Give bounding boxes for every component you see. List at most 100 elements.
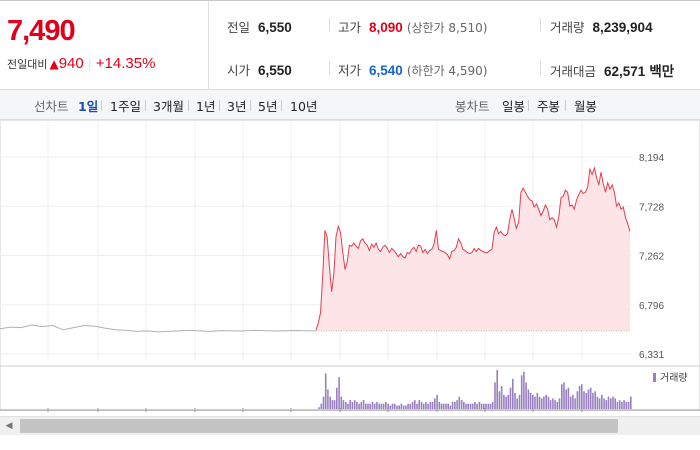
high-price: 고가 8,090 (상한가 8,510) <box>338 20 488 35</box>
quote-panel: 7,490 전일대비 ▲940 | +14.35% 전일 6,550 시가 6,550 고… <box>0 0 700 90</box>
volume-bar <box>480 403 483 409</box>
volume-bar <box>398 405 400 409</box>
volume-bar <box>338 377 340 409</box>
volume-bar <box>489 403 492 409</box>
tab-monthly[interactable]: 월봉 <box>574 99 598 114</box>
volume-bar <box>587 389 590 409</box>
volume-bar <box>442 403 445 409</box>
volume-bar <box>460 400 463 409</box>
volume-bar <box>494 382 496 409</box>
line-chart-label: 선차트 <box>34 99 69 114</box>
tab-10y[interactable]: 10년 <box>290 99 318 114</box>
volume-bar <box>414 400 416 409</box>
prev-day-line <box>0 324 317 333</box>
volume-bar <box>605 400 608 409</box>
volume-bar <box>614 398 616 409</box>
volume-bar <box>532 394 534 409</box>
volume-bar <box>418 400 420 409</box>
tab-daily[interactable]: 일봉 <box>502 99 526 114</box>
volume-bar <box>520 375 523 409</box>
volume-bar <box>353 400 356 409</box>
tab-3m[interactable]: 3개월 <box>153 99 184 114</box>
volume-bar <box>389 405 392 409</box>
volume-bar <box>558 398 561 409</box>
volume-bar <box>400 403 403 409</box>
volume-bar <box>496 370 498 409</box>
change-label: 전일대비 <box>7 58 48 71</box>
volume-bar <box>487 403 490 409</box>
volume-bar <box>618 400 621 409</box>
volume-bar <box>552 398 554 409</box>
volume-bar <box>512 378 514 409</box>
price-area-fill <box>316 168 630 331</box>
volume-bar <box>543 396 545 409</box>
tab-3y[interactable]: 3년 <box>227 99 247 114</box>
volume-bar <box>436 394 438 409</box>
volume-bar <box>607 396 610 409</box>
volume-bar <box>507 394 510 409</box>
volume-bar <box>518 394 521 409</box>
price-chart: 8,194 7,728 7,262 6,796 6,331 거래량 <box>0 120 700 450</box>
volume-bar <box>601 394 603 409</box>
volume-bar <box>563 382 565 409</box>
volume: 거래량 8,239,904 <box>550 20 653 35</box>
y-tick-label: 7,728 <box>639 202 664 213</box>
tab-1w[interactable]: 1주일 <box>110 99 141 114</box>
volume-bar <box>592 393 594 409</box>
price-line <box>315 166 631 330</box>
volume-bar <box>351 401 354 409</box>
volume-bar <box>623 400 625 409</box>
tab-weekly[interactable]: 주봉 <box>537 99 561 114</box>
volume-bar <box>429 401 432 409</box>
low-price: 저가 6,540 (하한가 4,590) <box>338 63 488 78</box>
tab-1y[interactable]: 1년 <box>196 99 216 114</box>
lower-limit: (하한가 4,590) <box>406 64 488 78</box>
volume-bar <box>396 405 398 409</box>
volume-bar <box>407 403 409 409</box>
volume-bar <box>324 373 327 409</box>
volume-bar <box>380 403 383 409</box>
volume-bar <box>393 403 396 409</box>
scroll-left-icon[interactable]: ◀ <box>5 421 13 431</box>
scroll-thumb[interactable] <box>20 419 618 433</box>
prev-close: 전일 6,550 <box>227 20 292 35</box>
volume-bar <box>471 403 474 409</box>
volume-bar <box>322 396 325 409</box>
volume-bar <box>347 403 349 409</box>
tab-1d[interactable]: 1일 <box>78 99 99 114</box>
y-tick-label: 8,194 <box>639 153 664 164</box>
volume-bar <box>534 396 536 409</box>
chart-scrollbar[interactable]: ◀ <box>0 416 700 435</box>
open-price: 시가 6,550 <box>227 63 292 78</box>
volume-bar <box>422 403 425 409</box>
volume-bar <box>565 389 567 409</box>
volume-bar <box>509 387 512 409</box>
volume-bar <box>616 401 619 409</box>
volume-bar <box>525 382 527 409</box>
volume-bar <box>612 396 614 409</box>
tab-5y[interactable]: 5년 <box>258 99 278 114</box>
volume-bar <box>447 403 449 409</box>
price-change: 전일대비 ▲940 | +14.35% <box>7 55 156 72</box>
volume-bar <box>333 400 336 409</box>
volume-bar <box>342 400 345 409</box>
volume-bar <box>478 401 481 409</box>
volume-bar <box>485 403 487 409</box>
scroll-right-area[interactable] <box>682 417 700 435</box>
volume-bar <box>594 391 596 409</box>
volume-bar <box>420 401 423 409</box>
change-percent: +14.35% <box>95 55 156 72</box>
volume-bar <box>596 396 599 409</box>
volume-bar <box>445 403 447 409</box>
volume-bar <box>365 403 367 409</box>
volume-bar <box>547 396 550 409</box>
volume-bar <box>538 396 541 409</box>
volume-bar <box>505 396 507 409</box>
volume-bar <box>438 401 441 409</box>
volume-bar <box>621 401 623 409</box>
volume-bar <box>556 401 559 409</box>
volume-bar <box>589 387 592 409</box>
volume-bar <box>561 384 563 409</box>
volume-bar <box>625 401 628 409</box>
volume-bar <box>373 403 376 409</box>
